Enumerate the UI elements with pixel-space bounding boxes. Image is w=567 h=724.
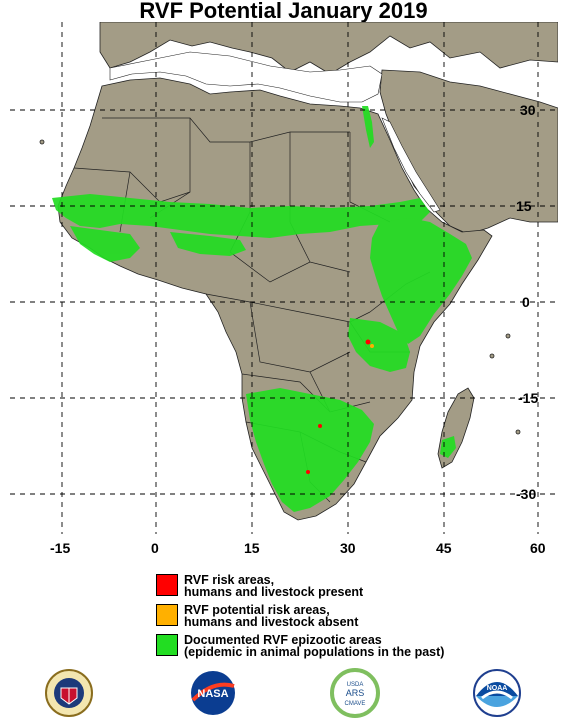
east-africa-epizootic: [348, 318, 410, 372]
svg-text:CMAVE: CMAVE: [345, 701, 366, 707]
potential-risk-spot: [370, 344, 374, 348]
madagascar-landmass: [437, 387, 475, 469]
europe-landmass: [99, 22, 558, 75]
longitude-label: -15: [50, 540, 71, 556]
latitude-label: 30: [520, 102, 536, 118]
island: [39, 139, 45, 145]
mediterranean-sea: [109, 51, 383, 103]
legend-item-risk: RVF risk areas, humans and livestock pre…: [156, 574, 363, 598]
nasa-logo-icon: NASA: [191, 671, 235, 715]
longitude-label: 30: [340, 540, 356, 556]
legend-text: RVF risk areas, humans and livestock pre…: [184, 573, 364, 599]
svg-text:ARS: ARS: [346, 688, 365, 698]
longitude-label: 0: [151, 540, 159, 556]
latitude-label: -30: [516, 486, 537, 502]
defense-health-agency-seal-icon: [45, 669, 93, 717]
epizootic-areas: [52, 106, 472, 512]
island: [489, 353, 495, 359]
usda-cmave-logo-icon: USDA ARS CMAVE: [330, 668, 380, 718]
svg-text:NASA: NASA: [197, 688, 228, 700]
legend-swatch-green: [156, 634, 178, 656]
latitude-label: -15: [518, 390, 539, 406]
legend-line: humans and livestock present: [184, 585, 364, 599]
nile-valley-epizootic: [362, 106, 374, 148]
risk-area-spot: [318, 424, 322, 428]
longitude-label: 15: [244, 540, 260, 556]
legend-line: Documented RVF epizootic areas: [184, 633, 382, 647]
risk-area-spot: [365, 339, 371, 345]
svg-text:NOAA: NOAA: [487, 685, 508, 692]
red-sea: [381, 117, 441, 213]
west-africa-epizootic: [70, 226, 140, 262]
island: [505, 333, 511, 339]
longitude-label: 60: [530, 540, 546, 556]
risk-spots: [306, 339, 374, 474]
legend-line: RVF risk areas,: [184, 573, 275, 587]
longitude-label: 45: [436, 540, 452, 556]
legend-item-epizootic: Documented RVF epizootic areas (epidemic…: [156, 634, 444, 658]
legend-text: Documented RVF epizootic areas (epidemic…: [184, 633, 445, 659]
horn-of-africa-epizootic: [370, 218, 472, 344]
svg-text:USDA: USDA: [347, 682, 364, 688]
legend-line: humans and livestock absent: [184, 615, 359, 629]
sahel-epizootic-band: [52, 194, 430, 238]
legend-line: RVF potential risk areas,: [184, 603, 330, 617]
legend-item-potential-risk: RVF potential risk areas, humans and liv…: [156, 604, 358, 628]
latitude-label: 15: [516, 198, 532, 214]
map-title: RVF Potential January 2019: [139, 0, 428, 23]
legend-text: RVF potential risk areas, humans and liv…: [184, 603, 359, 629]
legend-line: (epidemic in animal populations in the p…: [184, 645, 445, 659]
legend-swatch-red: [156, 574, 178, 596]
central-sahel-epizootic: [170, 232, 246, 256]
latitude-label: 0: [522, 294, 530, 310]
risk-area-spot: [306, 470, 310, 474]
island: [515, 429, 521, 435]
southern-africa-epizootic: [246, 388, 374, 512]
africa-map: [10, 22, 558, 534]
graticule: [10, 22, 558, 534]
noaa-logo-icon: NOAA: [473, 669, 521, 717]
legend-swatch-orange: [156, 604, 178, 626]
